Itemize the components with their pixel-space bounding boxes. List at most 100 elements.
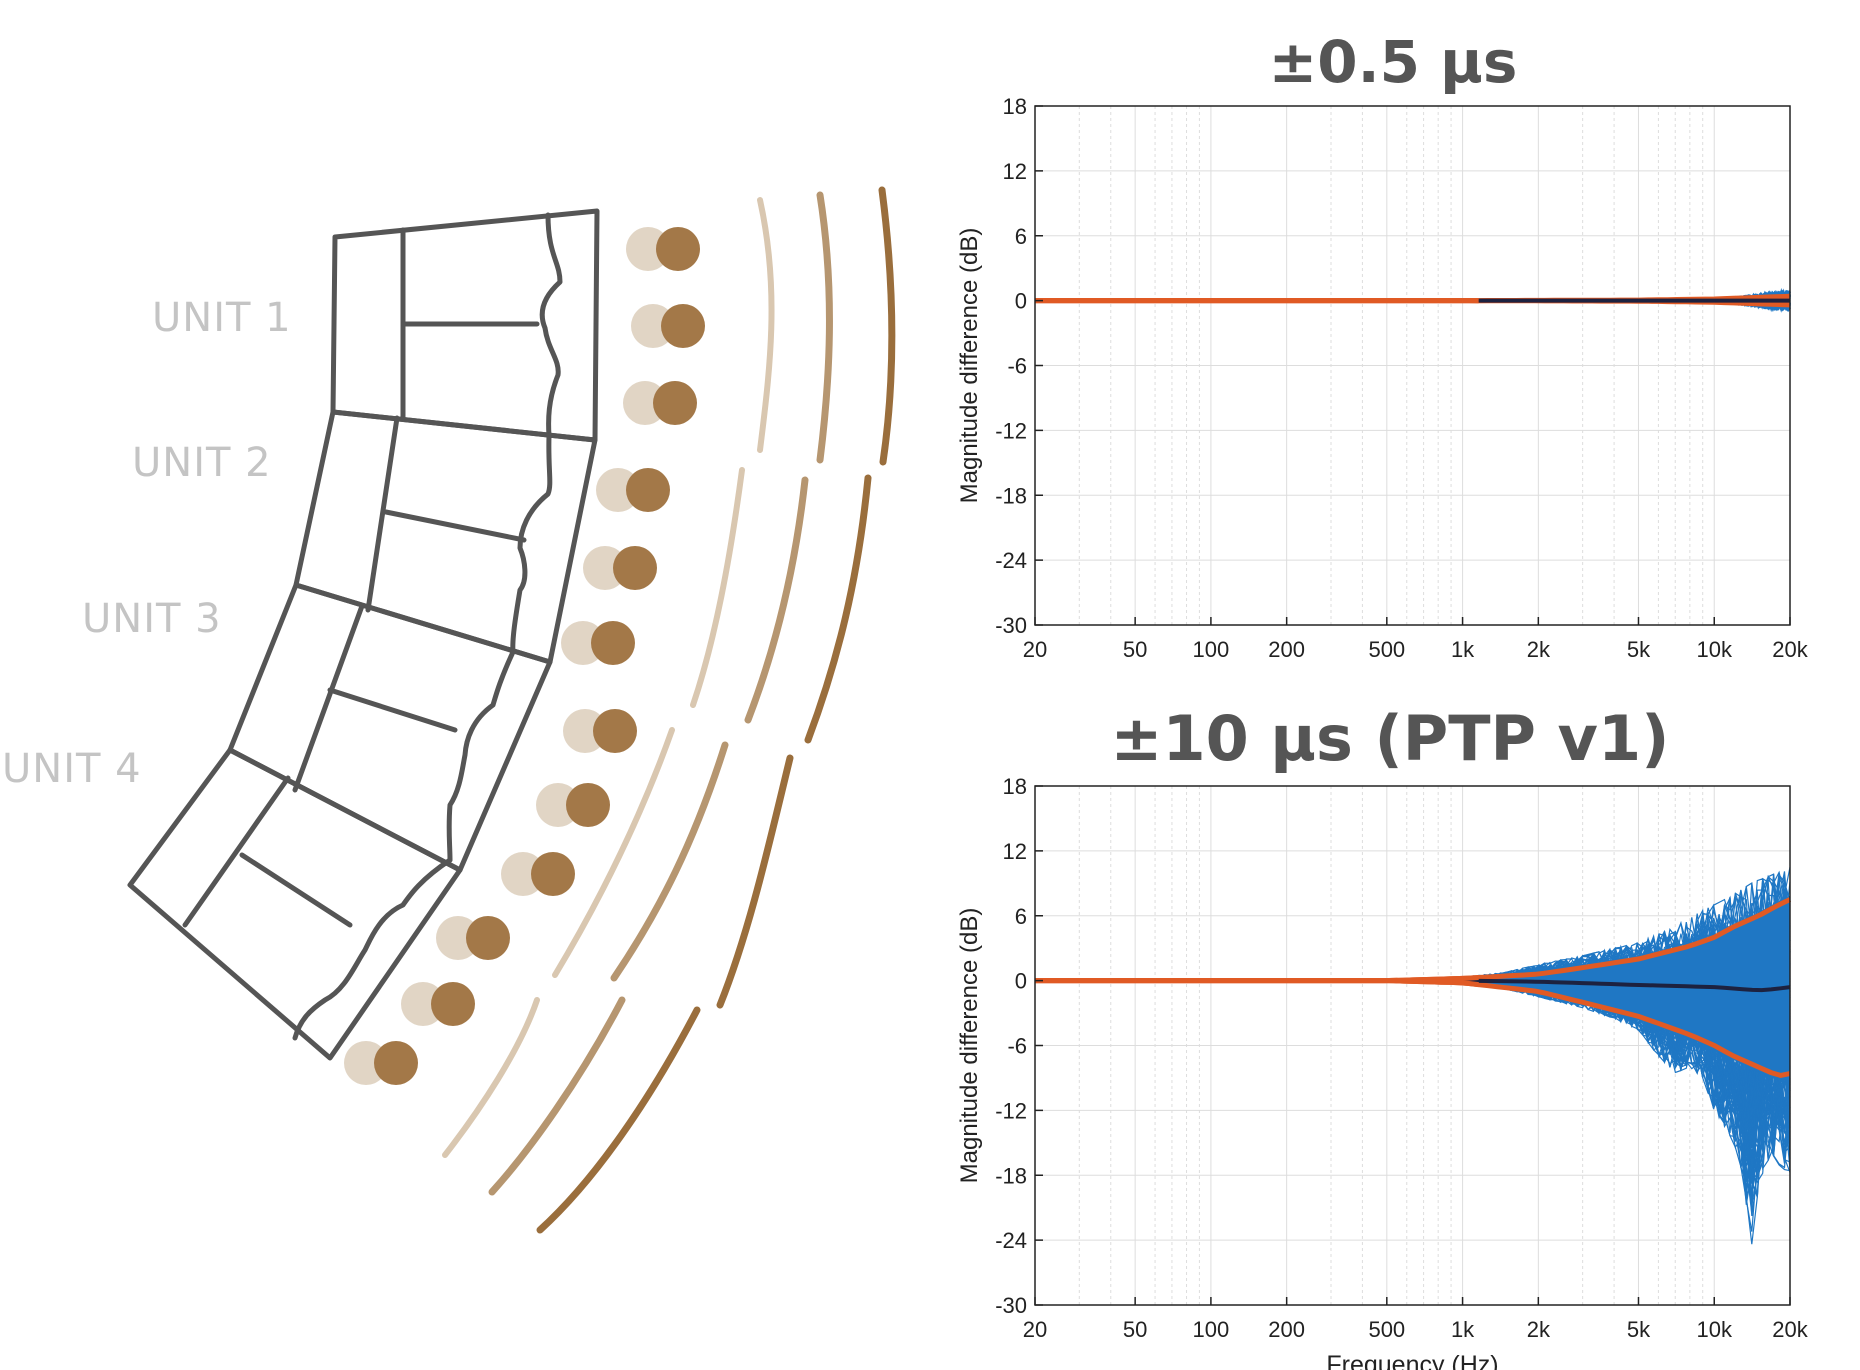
chart-2-trace <box>1462 966 1791 1096</box>
chart-2-trace <box>1462 981 1791 1198</box>
chart-2-trace <box>1462 981 1791 1205</box>
chart-2-xtick-label: 20 <box>1023 1317 1047 1342</box>
chart-2-trace <box>1462 980 1791 1136</box>
chart-2-trace <box>1462 981 1791 1163</box>
chart-2-trace <box>1462 878 1791 994</box>
chart-2-trace <box>1462 938 1791 1024</box>
chart-2-trace <box>1462 975 1791 1109</box>
chart-2-ytick-label: -6 <box>1007 1034 1027 1059</box>
chart-2-trace <box>1462 981 1791 1183</box>
chart-2-trace <box>1462 982 1791 1197</box>
chart-2-title: ±10 μs (PTP v1) <box>1110 702 1670 775</box>
wavefront-arc-1-upper <box>757 197 775 453</box>
wavefront-arc-2-bottom <box>488 996 626 1196</box>
driver-2 <box>661 304 705 348</box>
chart-2-trace <box>1462 897 1791 1017</box>
chart-2-trace <box>1462 977 1791 1085</box>
chart-2-trace-core <box>1462 895 1790 1081</box>
driver-8 <box>566 783 610 827</box>
chart-2-trace <box>1462 954 1791 1075</box>
chart-2-trace <box>1462 979 1791 1074</box>
chart-2-trace <box>1462 976 1791 1103</box>
chart-2-ytick-label: 18 <box>1003 774 1027 799</box>
chart-1-trace <box>1714 290 1791 303</box>
chart-1-trace <box>1713 290 1791 301</box>
chart-2-trace <box>1462 981 1791 1207</box>
chart-2-trace <box>1462 929 1791 1004</box>
driver-9 <box>531 852 575 896</box>
chart-1-trace <box>1714 290 1791 302</box>
chart-2-trace <box>1462 981 1791 1164</box>
chart-2-trace <box>1462 873 1791 984</box>
chart-2-trace <box>1462 981 1791 1152</box>
chart-2-trace <box>1462 982 1791 1198</box>
chart-1-ytick-label: 6 <box>1015 224 1027 249</box>
unit-3-enclosure <box>227 582 553 873</box>
chart-1-trace <box>1713 299 1791 312</box>
chart-2-trace <box>1462 980 1791 1129</box>
unit-4-label: UNIT 4 <box>2 746 142 792</box>
driver-dots <box>344 227 705 1085</box>
wavefront-arc-1-mid <box>690 467 745 708</box>
driver-4 <box>626 468 670 512</box>
chart-2-envelope-overlay-1 <box>1035 978 1479 988</box>
chart-2-trace <box>1462 913 1791 982</box>
wavefront-arc-2-upper <box>816 191 833 464</box>
chart-2-trace <box>1462 971 1791 1070</box>
chart-2-envelope-overlay-0 <box>1035 975 1479 984</box>
chart-1-ytick-label: -30 <box>995 613 1027 638</box>
unit-2-label: UNIT 2 <box>132 440 272 486</box>
unit-2-enclosure <box>293 409 598 665</box>
chart-2-trace <box>1462 981 1791 1182</box>
wavefront-arc-1-lower <box>552 727 675 978</box>
chart-2-trace <box>1462 949 1791 1082</box>
chart-2-trace <box>1462 977 1791 1106</box>
chart-2-trace <box>1462 941 1791 1043</box>
chart-2-trace <box>1462 871 1791 980</box>
chart-2-trace <box>1462 873 1791 986</box>
chart-1-xtick-label: 50 <box>1123 637 1147 662</box>
chart-1-trace <box>1713 297 1791 310</box>
chart-1-trace <box>1714 297 1791 310</box>
chart-1-trace <box>1713 299 1791 312</box>
chart-1-ytick-label: -24 <box>995 548 1027 573</box>
chart-2-trace <box>1462 906 1791 1000</box>
chart-1-trace <box>1713 300 1791 313</box>
chart-2-trace <box>1462 927 1791 1029</box>
chart-2-axes-frame <box>1034 785 1791 1306</box>
chart-2-trace <box>1462 886 1791 980</box>
chart-1-ytick-label: -6 <box>1007 354 1027 379</box>
chart-2-trace <box>1462 981 1791 1184</box>
chart-2-trace <box>1462 981 1791 1184</box>
chart-2-trace <box>1462 962 1791 1064</box>
chart-2-trace <box>1462 951 1791 1050</box>
chart-2-trace <box>1462 980 1791 1149</box>
chart-1-trace <box>1714 299 1790 312</box>
chart-2-trace <box>1462 963 1791 1099</box>
chart-2-trace <box>1462 979 1791 1113</box>
chart-1-trace <box>1713 289 1791 302</box>
chart-1-trace <box>1713 299 1790 312</box>
chart-2-trace <box>1462 982 1791 1198</box>
driver-6 <box>591 621 635 665</box>
chart-2-trace <box>1462 898 1791 983</box>
chart-2-trace <box>1462 980 1791 1135</box>
wavefront-arc-3-upper <box>878 186 896 466</box>
chart-1-trace <box>1713 299 1791 310</box>
chart-2-trace <box>1462 975 1791 1126</box>
chart-2-ytick-label: 6 <box>1015 904 1027 929</box>
chart-2-trace <box>1462 954 1791 1048</box>
unit-3-label: UNIT 3 <box>82 596 222 642</box>
chart-2-trace <box>1462 982 1791 1177</box>
chart-1-xtick-label: 100 <box>1193 637 1230 662</box>
chart-2-grid <box>1035 786 1790 1305</box>
chart-2-ytick-label: 12 <box>1003 839 1027 864</box>
unit-1-enclosure <box>330 208 600 443</box>
driver-1 <box>656 227 700 271</box>
chart-2-trace <box>1462 922 1791 1005</box>
chart-2-trace <box>1462 978 1791 1165</box>
chart-2-trace <box>1462 975 1791 1108</box>
chart-2-trace <box>1462 910 1791 982</box>
chart-1-trace <box>1713 294 1791 304</box>
chart-1-trace <box>1713 299 1791 312</box>
